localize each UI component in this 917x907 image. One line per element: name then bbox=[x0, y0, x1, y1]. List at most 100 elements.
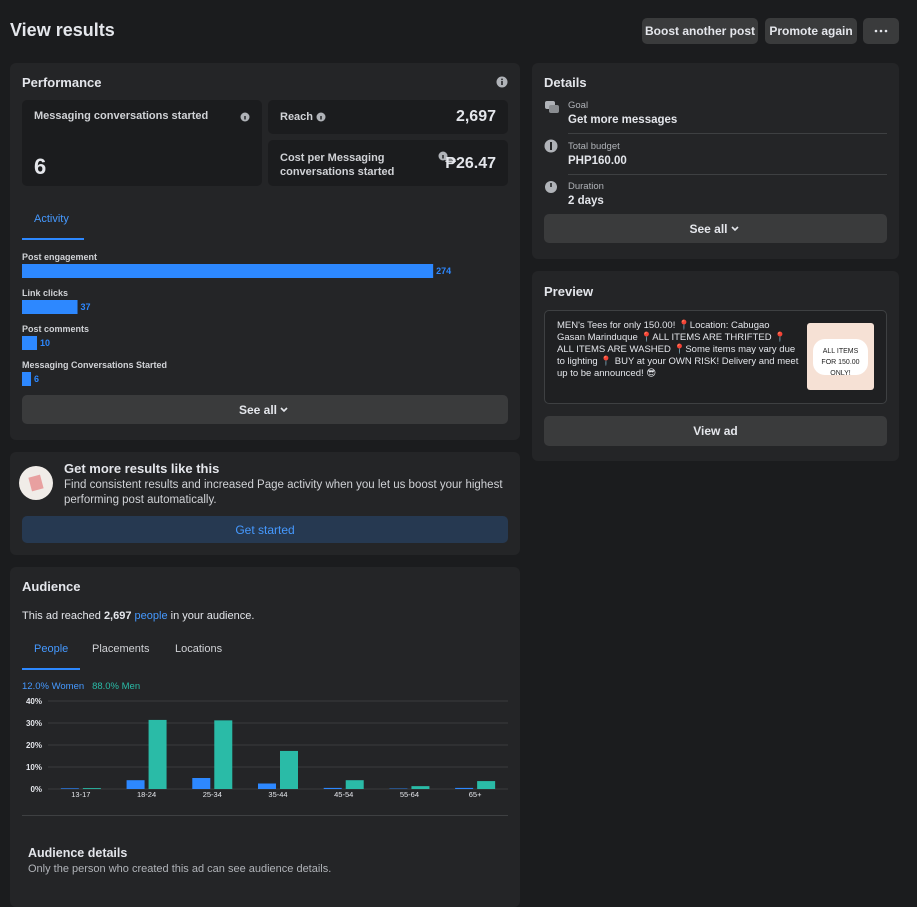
activity-chart: Post engagement 274 Link clicks 37 Post comm… bbox=[22, 250, 508, 390]
detail-label: Goal bbox=[568, 100, 588, 111]
bar bbox=[477, 781, 495, 789]
promote-button[interactable]: Promote again bbox=[765, 18, 857, 44]
info-icon[interactable] bbox=[496, 76, 508, 88]
bar bbox=[149, 720, 167, 789]
chevron bbox=[728, 225, 742, 233]
info-icon[interactable] bbox=[240, 112, 250, 122]
legend-entry: 88.0% Men bbox=[92, 681, 140, 692]
activity-tab[interactable]: Activity bbox=[34, 213, 69, 225]
y-tick-label: 30% bbox=[26, 719, 42, 728]
preview-image: ALL ITEMS FOR 150.00 ONLY! bbox=[807, 323, 874, 390]
image-text: ALL ITEMS FOR 150.00 ONLY! bbox=[815, 346, 866, 379]
promo-avatar bbox=[19, 466, 53, 500]
x-tick-label: 65+ bbox=[469, 790, 482, 799]
metric-value: ₱26.47 bbox=[445, 155, 496, 173]
audience-sentence: This ad reached 2,697 people in your aud… bbox=[22, 610, 254, 622]
boost-button[interactable]: Boost another post bbox=[642, 18, 758, 44]
separator bbox=[568, 174, 887, 175]
sentence-text: in your audience. bbox=[168, 610, 255, 622]
separator bbox=[568, 133, 887, 134]
audience-tab[interactable]: Locations bbox=[175, 643, 222, 655]
detail-label: Total budget bbox=[568, 141, 620, 152]
bar-label: Post engagement bbox=[22, 252, 97, 262]
audience-tab[interactable]: People bbox=[34, 643, 68, 655]
bar-label: Messaging Conversations Started bbox=[22, 360, 167, 370]
value-label: 6 bbox=[34, 374, 39, 384]
see-all-button[interactable]: See all bbox=[544, 214, 887, 243]
detail-value: Get more messages bbox=[568, 114, 677, 126]
y-tick-label: 0% bbox=[30, 785, 42, 794]
value-label: 274 bbox=[436, 266, 451, 276]
bar bbox=[22, 264, 433, 278]
x-tick-label: 18-24 bbox=[137, 790, 156, 799]
x-tick-label: 13-17 bbox=[71, 790, 90, 799]
x-tick-label: 25-34 bbox=[203, 790, 222, 799]
metric-label: Cost per Messaging conversations started bbox=[280, 151, 420, 179]
more-button[interactable] bbox=[863, 18, 899, 44]
bar bbox=[411, 786, 429, 789]
bar bbox=[192, 778, 210, 789]
bar bbox=[83, 788, 101, 789]
details-title: Details bbox=[544, 75, 587, 90]
metric-value: 6 bbox=[34, 154, 46, 180]
detail-value: PHP160.00 bbox=[568, 155, 627, 167]
reach-value: 2,697 bbox=[104, 610, 132, 622]
audience-title: Audience bbox=[22, 579, 81, 594]
bar bbox=[22, 300, 78, 314]
y-tick-label: 10% bbox=[26, 763, 42, 772]
promo-title: Get more results like this bbox=[64, 461, 219, 476]
get-started-button[interactable]: Get started bbox=[22, 516, 508, 543]
detail-label: Duration bbox=[568, 181, 604, 192]
metric-label: Messaging conversations started bbox=[34, 110, 208, 122]
chevron bbox=[277, 406, 291, 414]
bar-label: Link clicks bbox=[22, 288, 68, 298]
bar bbox=[61, 788, 79, 789]
x-tick-label: 45-54 bbox=[334, 790, 353, 799]
bar-label: Post comments bbox=[22, 324, 89, 334]
avatar-icon bbox=[19, 466, 53, 500]
x-tick-label: 35-44 bbox=[268, 790, 287, 799]
legend: 12.0% Women 88.0% Men bbox=[22, 681, 140, 692]
performance-title: Performance bbox=[22, 75, 101, 90]
budget-icon bbox=[544, 139, 560, 155]
duration-icon bbox=[544, 179, 560, 195]
promo-text: Find consistent results and increased Pa… bbox=[64, 478, 504, 508]
x-tick-label: 55-64 bbox=[400, 790, 419, 799]
sentence-text: This ad reached bbox=[22, 610, 104, 622]
bar bbox=[280, 751, 298, 789]
page-title: View results bbox=[10, 20, 115, 41]
bar bbox=[22, 372, 31, 386]
bar bbox=[22, 336, 37, 350]
view-ad-button[interactable]: View ad bbox=[544, 416, 887, 446]
more-icon bbox=[874, 29, 888, 33]
bar bbox=[127, 780, 145, 789]
value-label: 10 bbox=[40, 338, 50, 348]
people-link[interactable]: people bbox=[135, 610, 168, 622]
info-icon[interactable] bbox=[316, 112, 326, 122]
tab-underline bbox=[22, 238, 84, 240]
bar bbox=[258, 784, 276, 790]
tab-underline bbox=[22, 668, 80, 670]
legend-entry: 12.0% Women bbox=[22, 681, 84, 692]
bar bbox=[324, 788, 342, 789]
bar bbox=[214, 720, 232, 789]
preview-text: MEN's Tees for only 150.00! 📍Location: C… bbox=[557, 320, 799, 380]
see-all-button[interactable]: See all bbox=[22, 395, 508, 424]
separator bbox=[22, 815, 508, 816]
y-tick-label: 20% bbox=[26, 741, 42, 750]
bar bbox=[455, 788, 473, 789]
button-label: See all bbox=[239, 403, 277, 417]
audience-tab[interactable]: Placements bbox=[92, 643, 149, 655]
button-label: See all bbox=[689, 222, 727, 236]
detail-value: 2 days bbox=[568, 195, 604, 207]
value-label: 37 bbox=[81, 302, 91, 312]
audience-details-title: Audience details bbox=[28, 846, 127, 860]
metric-label: Reach bbox=[280, 111, 313, 123]
audience-details-text: Only the person who created this ad can … bbox=[28, 863, 331, 875]
bar bbox=[346, 780, 364, 789]
goal-icon bbox=[544, 99, 560, 115]
metric-value: 2,697 bbox=[456, 108, 496, 126]
preview-title: Preview bbox=[544, 284, 593, 299]
